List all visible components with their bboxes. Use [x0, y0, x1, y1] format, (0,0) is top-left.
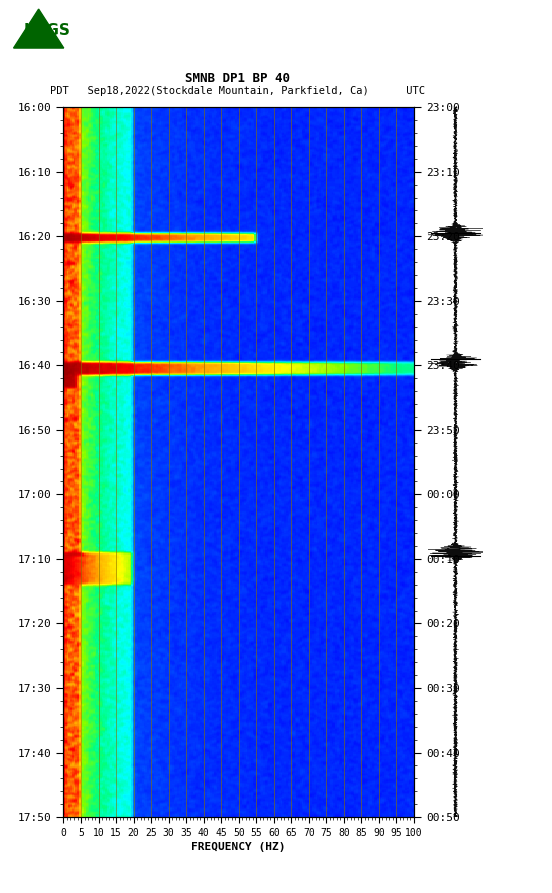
Text: SMNB DP1 BP 40: SMNB DP1 BP 40: [185, 71, 290, 85]
Text: USGS: USGS: [23, 23, 70, 38]
X-axis label: FREQUENCY (HZ): FREQUENCY (HZ): [192, 842, 286, 852]
Text: PDT   Sep18,2022(Stockdale Mountain, Parkfield, Ca)      UTC: PDT Sep18,2022(Stockdale Mountain, Parkf…: [50, 86, 425, 96]
Polygon shape: [14, 9, 63, 48]
